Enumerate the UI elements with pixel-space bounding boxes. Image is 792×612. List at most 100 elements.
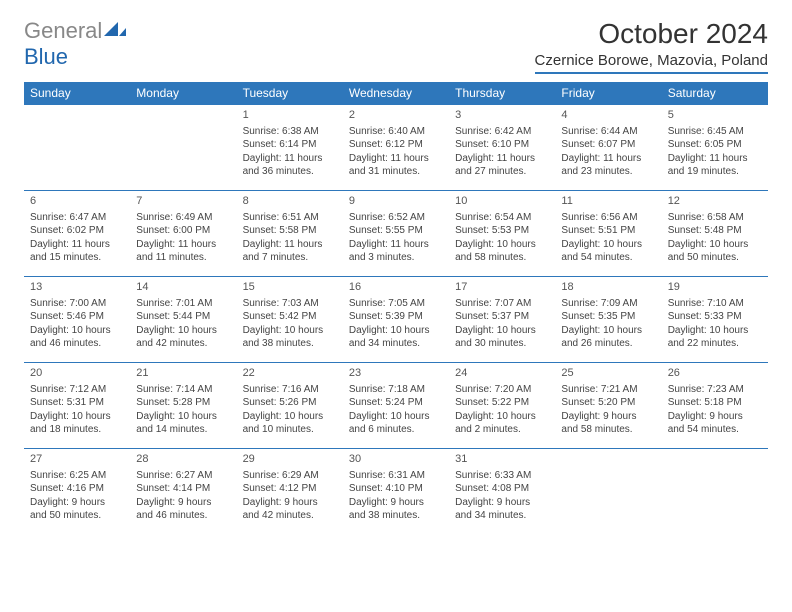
calendar-cell: 7 Sunrise: 6:49 AMSunset: 6:00 PMDaylight… xyxy=(130,191,236,277)
cell-line: Daylight: 10 hours xyxy=(30,324,124,338)
day-header: Friday xyxy=(555,82,661,105)
day-number: 3 xyxy=(455,108,549,123)
cell-line: Daylight: 9 hours xyxy=(243,496,337,510)
cell-line: Sunset: 6:10 PM xyxy=(455,138,549,152)
cell-line: Sunset: 5:51 PM xyxy=(561,224,655,238)
cell-line: Daylight: 10 hours xyxy=(455,238,549,252)
logo-word-gray: General xyxy=(24,18,102,43)
cell-line: Sunset: 5:39 PM xyxy=(349,310,443,324)
calendar-week-row: 13Sunrise: 7:00 AMSunset: 5:46 PMDayligh… xyxy=(24,277,768,363)
cell-line: Sunrise: 6:49 AM xyxy=(136,211,230,225)
calendar-cell xyxy=(662,449,768,535)
cell-line: and 46 minutes. xyxy=(136,509,230,523)
cell-line: Daylight: 10 hours xyxy=(455,410,549,424)
cell-line: Daylight: 10 hours xyxy=(136,410,230,424)
calendar-cell: 9Sunrise: 6:52 AMSunset: 5:55 PMDaylight… xyxy=(343,191,449,277)
cell-line: Sunrise: 6:44 AM xyxy=(561,125,655,139)
cell-line: Sunrise: 6:38 AM xyxy=(243,125,337,139)
calendar-body: 1Sunrise: 6:38 AMSunset: 6:14 PMDaylight… xyxy=(24,105,768,535)
day-header: Sunday xyxy=(24,82,130,105)
cell-line: and 38 minutes. xyxy=(243,337,337,351)
cell-line: Daylight: 10 hours xyxy=(30,410,124,424)
cell-line: Sunrise: 6:27 AM xyxy=(136,469,230,483)
day-number: 31 xyxy=(455,452,549,467)
cell-line: and 19 minutes. xyxy=(668,165,762,179)
calendar-cell: 19Sunrise: 7:10 AMSunset: 5:33 PMDayligh… xyxy=(662,277,768,363)
cell-line: and 31 minutes. xyxy=(349,165,443,179)
cell-line: and 22 minutes. xyxy=(668,337,762,351)
calendar-cell: 20Sunrise: 7:12 AMSunset: 5:31 PMDayligh… xyxy=(24,363,130,449)
location-text: Czernice Borowe, Mazovia, Poland xyxy=(535,52,768,74)
calendar-cell: 15Sunrise: 7:03 AMSunset: 5:42 PMDayligh… xyxy=(237,277,343,363)
calendar-cell: 25Sunrise: 7:21 AMSunset: 5:20 PMDayligh… xyxy=(555,363,661,449)
day-number: 25 xyxy=(561,366,655,381)
cell-line: Sunrise: 6:56 AM xyxy=(561,211,655,225)
calendar-cell: 30Sunrise: 6:31 AMSunset: 4:10 PMDayligh… xyxy=(343,449,449,535)
day-number: 24 xyxy=(455,366,549,381)
cell-line: Sunrise: 6:45 AM xyxy=(668,125,762,139)
cell-line: Sunset: 5:48 PM xyxy=(668,224,762,238)
cell-line: Sunset: 6:00 PM xyxy=(136,224,230,238)
calendar-header-row: SundayMondayTuesdayWednesdayThursdayFrid… xyxy=(24,82,768,105)
day-number: 13 xyxy=(30,280,124,295)
cell-line: Sunrise: 7:23 AM xyxy=(668,383,762,397)
calendar-cell: 5Sunrise: 6:45 AMSunset: 6:05 PMDaylight… xyxy=(662,105,768,191)
day-number: 17 xyxy=(455,280,549,295)
cell-line: Daylight: 11 hours xyxy=(349,152,443,166)
cell-line: and 14 minutes. xyxy=(136,423,230,437)
cell-line: and 7 minutes. xyxy=(243,251,337,265)
calendar-cell: 31Sunrise: 6:33 AMSunset: 4:08 PMDayligh… xyxy=(449,449,555,535)
logo-word-blue: Blue xyxy=(24,44,68,69)
day-number: 10 xyxy=(455,194,549,209)
cell-line: Sunrise: 6:47 AM xyxy=(30,211,124,225)
calendar-cell: 29Sunrise: 6:29 AMSunset: 4:12 PMDayligh… xyxy=(237,449,343,535)
cell-line: Sunset: 5:44 PM xyxy=(136,310,230,324)
cell-line: Sunrise: 7:18 AM xyxy=(349,383,443,397)
calendar-cell xyxy=(555,449,661,535)
calendar-cell: 22Sunrise: 7:16 AMSunset: 5:26 PMDayligh… xyxy=(237,363,343,449)
day-header: Wednesday xyxy=(343,82,449,105)
cell-line: Sunset: 5:31 PM xyxy=(30,396,124,410)
cell-line: Sunset: 4:08 PM xyxy=(455,482,549,496)
cell-line: Daylight: 9 hours xyxy=(30,496,124,510)
day-number: 28 xyxy=(136,452,230,467)
day-number: 1 xyxy=(243,108,337,123)
cell-line: Sunset: 5:22 PM xyxy=(455,396,549,410)
cell-line: and 42 minutes. xyxy=(136,337,230,351)
day-number: 4 xyxy=(561,108,655,123)
calendar-cell: 24Sunrise: 7:20 AMSunset: 5:22 PMDayligh… xyxy=(449,363,555,449)
cell-line: Daylight: 11 hours xyxy=(30,238,124,252)
calendar-cell: 2Sunrise: 6:40 AMSunset: 6:12 PMDaylight… xyxy=(343,105,449,191)
day-number: 27 xyxy=(30,452,124,467)
cell-line: and 11 minutes. xyxy=(136,251,230,265)
calendar-cell: 18Sunrise: 7:09 AMSunset: 5:35 PMDayligh… xyxy=(555,277,661,363)
cell-line: Sunset: 6:12 PM xyxy=(349,138,443,152)
cell-line: Sunrise: 7:10 AM xyxy=(668,297,762,311)
cell-line: Sunrise: 7:21 AM xyxy=(561,383,655,397)
day-number: 7 xyxy=(136,194,230,209)
cell-line: Daylight: 11 hours xyxy=(136,238,230,252)
calendar-week-row: 1Sunrise: 6:38 AMSunset: 6:14 PMDaylight… xyxy=(24,105,768,191)
cell-line: Sunset: 5:37 PM xyxy=(455,310,549,324)
day-number: 19 xyxy=(668,280,762,295)
title-block: October 2024 Czernice Borowe, Mazovia, P… xyxy=(535,18,768,74)
cell-line: Sunset: 4:14 PM xyxy=(136,482,230,496)
day-header: Thursday xyxy=(449,82,555,105)
cell-line: and 6 minutes. xyxy=(349,423,443,437)
cell-line: Sunrise: 6:52 AM xyxy=(349,211,443,225)
cell-line: and 2 minutes. xyxy=(455,423,549,437)
logo-text: General Blue xyxy=(24,18,126,70)
calendar-cell: 21Sunrise: 7:14 AMSunset: 5:28 PMDayligh… xyxy=(130,363,236,449)
cell-line: and 36 minutes. xyxy=(243,165,337,179)
cell-line: Sunset: 5:58 PM xyxy=(243,224,337,238)
cell-line: Daylight: 10 hours xyxy=(668,238,762,252)
cell-line: Daylight: 11 hours xyxy=(455,152,549,166)
cell-line: Daylight: 9 hours xyxy=(668,410,762,424)
cell-line: Sunset: 4:12 PM xyxy=(243,482,337,496)
cell-line: Sunset: 5:26 PM xyxy=(243,396,337,410)
day-header: Monday xyxy=(130,82,236,105)
cell-line: Daylight: 9 hours xyxy=(349,496,443,510)
cell-line: Sunrise: 7:05 AM xyxy=(349,297,443,311)
cell-line: Daylight: 11 hours xyxy=(243,238,337,252)
cell-line: Sunrise: 7:00 AM xyxy=(30,297,124,311)
